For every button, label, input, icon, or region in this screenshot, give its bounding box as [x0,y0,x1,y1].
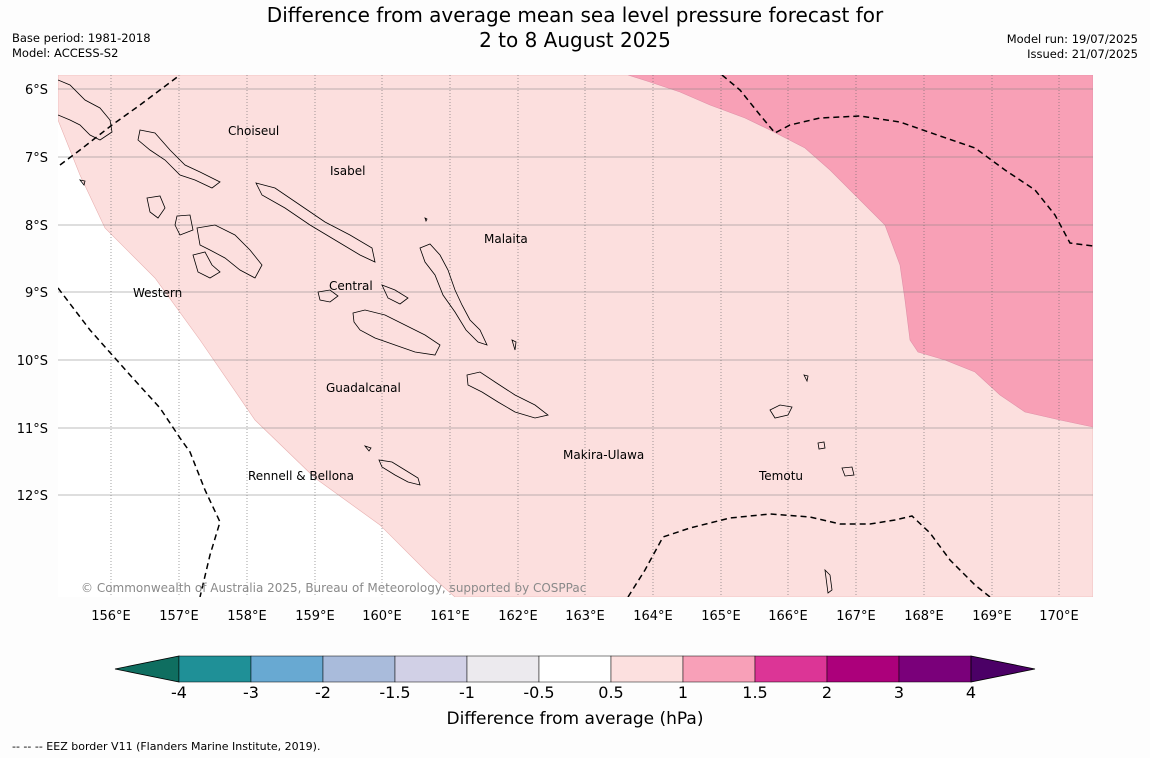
colorbar-tick: -2 [315,683,331,702]
lon-label: 156°E [91,609,131,624]
colorbar [114,655,1036,683]
colorbar-tick: 1 [677,683,689,702]
issued-date: Issued: 21/07/2025 [1027,47,1138,61]
region-label-malaita: Malaita [484,232,528,246]
eez-border [58,75,1093,597]
title-line-2: 2 to 8 August 2025 [479,28,671,52]
colorbar-swatch [682,655,756,683]
colorbar-swatch [394,655,468,683]
colorbar-swatch [178,655,252,683]
coastlines [58,79,855,594]
lat-label: 6°S [25,83,48,98]
guadalcanal-coast [352,309,441,356]
lon-label: 161°E [430,609,470,624]
colorbar-swatch [898,655,972,683]
colorbar-swatch [538,655,612,683]
vella-coast [192,251,221,279]
lon-label: 169°E [972,609,1012,624]
colorbar-swatch [322,655,396,683]
region-label-makira-ulawa: Makira-Ulawa [563,448,644,462]
map-area: Choiseul Isabel Malaita Central Western … [58,75,1093,597]
colorbar-tick: 1.5 [742,683,768,702]
region-label-western: Western [133,286,182,300]
copyright-text: © Commonwealth of Australia 2025, Bureau… [81,581,586,595]
colorbar-swatch [970,655,1036,683]
malaita-coast [419,243,488,346]
colorbar-tick: -0.5 [523,683,555,702]
lon-label: 163°E [565,609,605,624]
lat-label: 12°S [17,489,48,504]
lon-axis-labels: 156°E 157°E 158°E 159°E 160°E 161°E 162°… [91,609,1079,624]
colorbar-tick: -1.5 [379,683,411,702]
lat-label: 11°S [17,422,48,437]
choiseul-coast [137,129,221,189]
lon-label: 168°E [904,609,944,624]
model-name: Model: ACCESS-S2 [12,46,119,60]
lon-label: 166°E [768,609,808,624]
meridian-lines [110,75,1060,597]
lat-label: 10°S [17,354,48,369]
small-islands [79,179,833,594]
colorbar-swatch [754,655,828,683]
santa-cruz-coast [769,404,855,477]
title-line-1: Difference from average mean sea level p… [266,3,884,27]
bougainville-coast [58,79,113,141]
base-period: Base period: 1981-2018 [12,31,151,45]
region-label-choiseul: Choiseul [228,124,279,138]
lon-label: 157°E [159,609,199,624]
colorbar-title: Difference from average (hPa) [446,709,704,729]
lon-label: 162°E [498,609,538,624]
lon-label: 164°E [633,609,673,624]
region-label-central: Central [329,279,373,293]
makira-coast [466,371,549,419]
region-label-guadalcanal: Guadalcanal [326,381,401,395]
isabel-coast [255,182,376,263]
lat-label: 7°S [25,151,48,166]
new-georgia-coast [146,195,263,279]
lon-label: 167°E [836,609,876,624]
lon-label: 165°E [701,609,741,624]
lon-label: 160°E [362,609,402,624]
colorbar-tick: 3 [893,683,905,702]
colorbar-tick: -3 [243,683,259,702]
lat-label: 8°S [25,219,48,234]
lon-label: 158°E [227,609,267,624]
region-labels: Choiseul Isabel Malaita Central Western … [133,124,803,483]
region-label-temotu: Temotu [758,469,803,483]
lon-label: 159°E [295,609,335,624]
anomaly-zone-1-1p5 [627,75,1093,428]
meta-right: Model run: 19/07/2025 Issued: 21/07/2025 [1007,32,1138,62]
region-label-rennell-bellona: Rennell & Bellona [248,469,354,483]
florida-islands-coast [317,284,409,305]
region-label-isabel: Isabel [330,164,365,178]
colorbar-tick: -4 [171,683,187,702]
colorbar-swatch [610,655,684,683]
colorbar-swatch [826,655,900,683]
model-run: Model run: 19/07/2025 [1006,32,1138,46]
colorbar-tick: 2 [821,683,833,702]
colorbar-swatch [250,655,324,683]
colorbar-swatch [114,655,180,683]
meta-left: Base period: 1981-2018 Model: ACCESS-S2 [12,31,151,61]
colorbar-tick: 4 [965,683,977,702]
rennell-coast [378,459,421,486]
colorbar-swatch [466,655,540,683]
eez-footnote: -- -- -- EEZ border V11 (Flanders Marine… [12,740,321,753]
lon-label: 170°E [1039,609,1079,624]
lat-label: 9°S [25,286,48,301]
lat-axis-labels: 6°S 7°S 8°S 9°S 10°S 11°S 12°S [17,83,48,504]
chart-title: Difference from average mean sea level p… [0,3,1150,53]
colorbar-tick: -1 [459,683,475,702]
colorbar-tick: 0.5 [598,683,624,702]
grid-lines [58,88,1093,496]
